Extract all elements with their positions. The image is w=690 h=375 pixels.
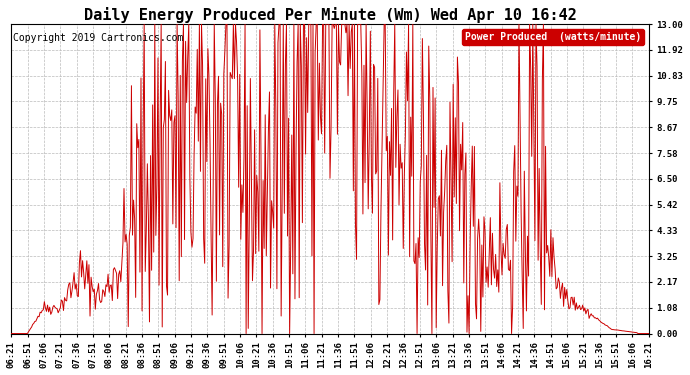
- Legend: Power Produced  (watts/minute): Power Produced (watts/minute): [462, 29, 644, 45]
- Text: Copyright 2019 Cartronics.com: Copyright 2019 Cartronics.com: [12, 33, 183, 44]
- Title: Daily Energy Produced Per Minute (Wm) Wed Apr 10 16:42: Daily Energy Produced Per Minute (Wm) We…: [83, 7, 576, 23]
